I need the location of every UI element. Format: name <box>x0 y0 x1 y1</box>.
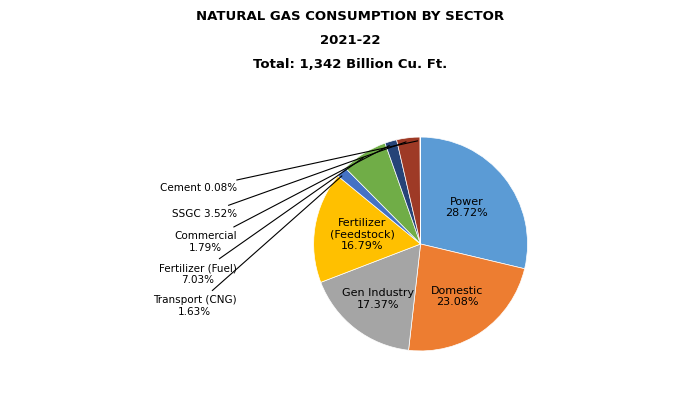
Wedge shape <box>321 244 421 350</box>
Text: Gen Industry
17.37%: Gen Industry 17.37% <box>342 288 414 310</box>
Wedge shape <box>409 244 524 351</box>
Text: 2021-22: 2021-22 <box>320 34 380 47</box>
Text: Cement 0.08%: Cement 0.08% <box>160 141 418 193</box>
Text: SSGC 3.52%: SSGC 3.52% <box>172 142 406 219</box>
Text: Commercial
1.79%: Commercial 1.79% <box>174 146 389 253</box>
Text: NATURAL GAS CONSUMPTION BY SECTOR: NATURAL GAS CONSUMPTION BY SECTOR <box>196 10 504 23</box>
Wedge shape <box>397 137 421 244</box>
Text: Transport (CNG)
1.63%: Transport (CNG) 1.63% <box>153 176 342 317</box>
Wedge shape <box>421 137 528 269</box>
Wedge shape <box>338 168 421 244</box>
Text: Fertilizer
(Feedstock)
16.79%: Fertilizer (Feedstock) 16.79% <box>330 218 395 251</box>
Text: Fertilizer (Fuel)
7.03%: Fertilizer (Fuel) 7.03% <box>159 158 363 285</box>
Text: Power
28.72%: Power 28.72% <box>445 197 488 218</box>
Text: Total: 1,342 Billion Cu. Ft.: Total: 1,342 Billion Cu. Ft. <box>253 58 447 71</box>
Wedge shape <box>314 176 421 282</box>
Text: Domestic
23.08%: Domestic 23.08% <box>431 286 484 307</box>
Wedge shape <box>385 140 421 244</box>
Wedge shape <box>345 143 421 244</box>
